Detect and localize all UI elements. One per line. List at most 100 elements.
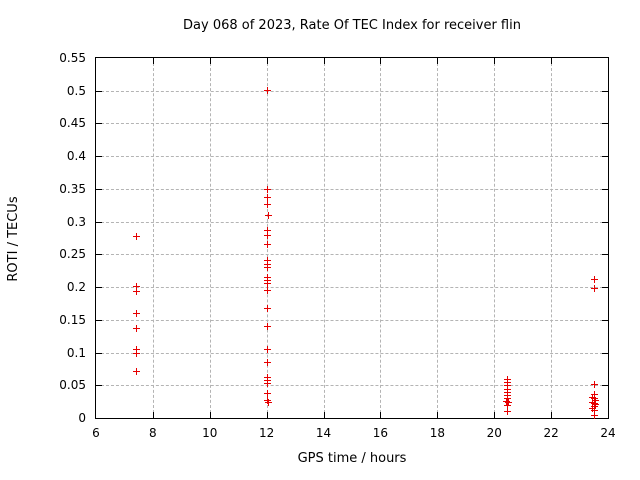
data-point	[263, 396, 271, 404]
x-tick-label: 12	[259, 426, 275, 440]
x-gridline	[323, 58, 325, 418]
y-gridline	[96, 254, 608, 256]
y-tick-mark	[96, 287, 102, 289]
y-tick-mark	[96, 385, 102, 387]
data-point	[590, 395, 598, 403]
x-gridline	[551, 58, 553, 418]
data-point	[263, 346, 271, 354]
data-point	[589, 404, 597, 412]
y-gridline	[96, 352, 608, 354]
data-point	[502, 397, 510, 405]
y-tick-mark	[96, 352, 102, 354]
y-tick-mark	[96, 90, 102, 92]
data-point	[504, 401, 512, 409]
x-gridline	[437, 58, 439, 418]
data-point	[132, 309, 140, 317]
x-tick-mark	[380, 58, 382, 64]
y-gridline	[96, 90, 608, 92]
data-point	[504, 408, 512, 416]
data-point	[132, 233, 140, 241]
y-tick-label: 0.1	[66, 345, 86, 360]
data-point	[590, 285, 598, 293]
data-point	[263, 379, 271, 387]
y-tick-mark	[96, 254, 102, 256]
data-point	[263, 193, 271, 201]
x-gridline	[380, 58, 382, 418]
y-tick-mark	[96, 123, 102, 125]
data-point	[132, 350, 140, 358]
x-tick-mark	[323, 58, 325, 64]
y-tick-label: 0.15	[59, 312, 86, 327]
x-tick-mark	[437, 58, 439, 64]
chart-title: Day 068 of 2023, Rate Of TEC Index for r…	[183, 18, 521, 33]
x-tick-mark	[209, 412, 211, 418]
data-point	[132, 367, 140, 375]
y-tick-mark	[602, 90, 608, 92]
x-tick-mark	[266, 412, 268, 418]
y-tick-mark	[602, 254, 608, 256]
data-point	[263, 200, 271, 208]
y-gridline	[96, 188, 608, 190]
data-point	[263, 240, 271, 248]
y-gridline	[96, 123, 608, 125]
y-tick-mark	[602, 123, 608, 125]
data-point	[132, 324, 140, 332]
data-point	[263, 322, 271, 330]
y-tick-mark	[96, 221, 102, 223]
data-point	[263, 231, 271, 239]
x-tick-label: 16	[372, 426, 389, 440]
y-tick-label: 0.45	[59, 116, 86, 131]
data-point	[132, 345, 140, 353]
y-tick-mark	[602, 156, 608, 158]
x-tick-label: 8	[149, 426, 157, 440]
x-tick-label: 6	[92, 426, 100, 440]
y-gridline	[96, 287, 608, 289]
y-tick-mark	[602, 319, 608, 321]
x-axis-label: GPS time / hours	[297, 451, 407, 466]
data-point	[263, 227, 271, 235]
y-tick-mark	[96, 319, 102, 321]
data-point	[265, 398, 273, 406]
data-point	[592, 396, 600, 404]
y-tick-mark	[602, 385, 608, 387]
x-tick-mark	[266, 58, 268, 64]
y-tick-label: 0.5	[66, 83, 86, 98]
data-point	[132, 283, 140, 291]
x-tick-mark	[380, 412, 382, 418]
data-point	[263, 185, 271, 193]
x-tick-mark	[437, 412, 439, 418]
data-point	[590, 390, 598, 398]
x-tick-label: 18	[429, 426, 445, 440]
y-tick-label: 0.55	[59, 51, 86, 65]
data-point	[263, 257, 271, 265]
x-tick-mark	[551, 58, 553, 64]
data-point	[590, 402, 598, 410]
data-point	[263, 287, 271, 295]
x-gridline	[152, 58, 154, 418]
data-point	[132, 288, 140, 296]
y-tick-label: 0.3	[66, 214, 86, 229]
data-point	[263, 264, 271, 272]
y-tick-mark	[602, 188, 608, 190]
y-tick-mark	[96, 156, 102, 158]
x-gridline	[209, 58, 211, 418]
y-tick-label: 0.35	[59, 181, 86, 196]
y-tick-mark	[96, 188, 102, 190]
data-point	[589, 398, 597, 406]
x-tick-label: 14	[315, 426, 332, 440]
data-point	[263, 305, 271, 313]
y-tick-label: 0.4	[66, 149, 86, 164]
data-point	[504, 395, 512, 403]
x-gridline	[494, 58, 496, 418]
x-tick-label: 10	[202, 426, 218, 440]
x-tick-mark	[494, 412, 496, 418]
x-tick-mark	[494, 58, 496, 64]
data-point	[589, 394, 597, 402]
y-tick-label: 0.2	[66, 280, 86, 295]
x-tick-label: 20	[486, 426, 502, 440]
x-tick-mark	[152, 412, 154, 418]
y-tick-mark	[602, 287, 608, 289]
x-tick-label: 22	[543, 426, 559, 440]
y-tick-label: 0.05	[59, 378, 86, 393]
x-tick-mark	[209, 58, 211, 64]
